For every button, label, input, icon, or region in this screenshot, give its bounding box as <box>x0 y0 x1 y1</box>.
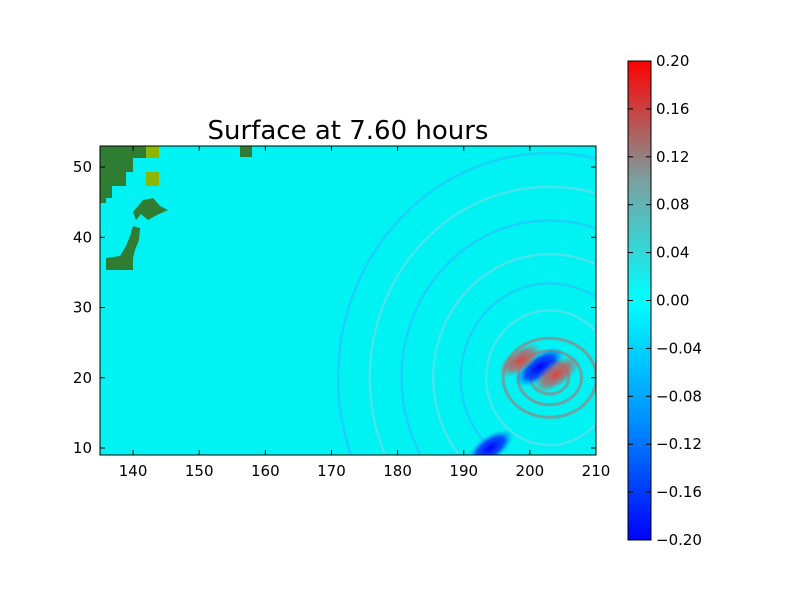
colorbar-tick-label: −0.12 <box>656 435 702 453</box>
crest-feature <box>498 343 542 378</box>
land-masses <box>100 146 252 270</box>
x-tick-label: 180 <box>383 462 412 480</box>
wave-front-ring <box>484 309 596 447</box>
x-tick-label: 200 <box>516 462 545 480</box>
x-axis: 140 150 160 170 180 190 200 210 <box>119 146 611 480</box>
colorbar-tick-label: 0.08 <box>656 196 689 214</box>
plot-area <box>100 146 596 455</box>
wave-front-ring <box>400 219 596 455</box>
x-tick-label: 150 <box>185 462 214 480</box>
colorbar-tick-label: 0.12 <box>656 148 689 166</box>
colorbar-tick-label: −0.08 <box>656 387 702 405</box>
colorbar-tick-label: −0.16 <box>656 483 702 501</box>
colorbar-tick-label: −0.20 <box>656 531 702 549</box>
y-tick-label: 30 <box>73 299 92 317</box>
y-tick-label: 40 <box>73 228 92 246</box>
colorbar-tick-label: 0.20 <box>656 52 689 70</box>
wave-front-ring <box>336 151 596 455</box>
x-tick-label: 170 <box>317 462 346 480</box>
trough-feature <box>515 347 565 387</box>
land-island-1 <box>240 146 252 157</box>
colorbar-tick-label: 0.16 <box>656 100 689 118</box>
plot-frame <box>99 145 597 456</box>
y-tick-label: 50 <box>73 158 92 176</box>
colorbar-ticks: 0.20 0.16 0.12 0.08 0.04 0.00 −0.04 −0.08 −0.12 −… <box>628 52 702 549</box>
land-honshu <box>106 226 140 270</box>
crest-feature <box>533 355 580 393</box>
colorbar-tick-label: −0.04 <box>656 339 702 357</box>
wave-front-ring <box>432 252 596 455</box>
y-axis: 10 20 30 40 50 <box>73 158 596 457</box>
land-highlight-2 <box>146 172 159 186</box>
chart-title: Surface at 7.60 hours <box>208 116 489 146</box>
wave-front-ring <box>459 282 596 455</box>
land-highlight-1 <box>146 146 159 158</box>
x-tick-label: 190 <box>449 462 478 480</box>
y-tick-label: 10 <box>73 439 92 457</box>
y-tick-label: 20 <box>73 369 92 387</box>
wave-front-ring-inner <box>501 336 596 419</box>
trough-feature <box>466 429 514 455</box>
land-hokkaido <box>133 198 168 220</box>
wave-front-ring <box>368 185 596 455</box>
land-kamchatka-coast <box>100 146 146 203</box>
x-tick-label: 210 <box>582 462 611 480</box>
wave-features <box>466 343 580 455</box>
colorbar-tick-label: 0.04 <box>656 244 689 262</box>
colorbar-tick-label: 0.00 <box>656 292 689 310</box>
x-tick-label: 140 <box>119 462 148 480</box>
x-tick-label: 160 <box>251 462 280 480</box>
